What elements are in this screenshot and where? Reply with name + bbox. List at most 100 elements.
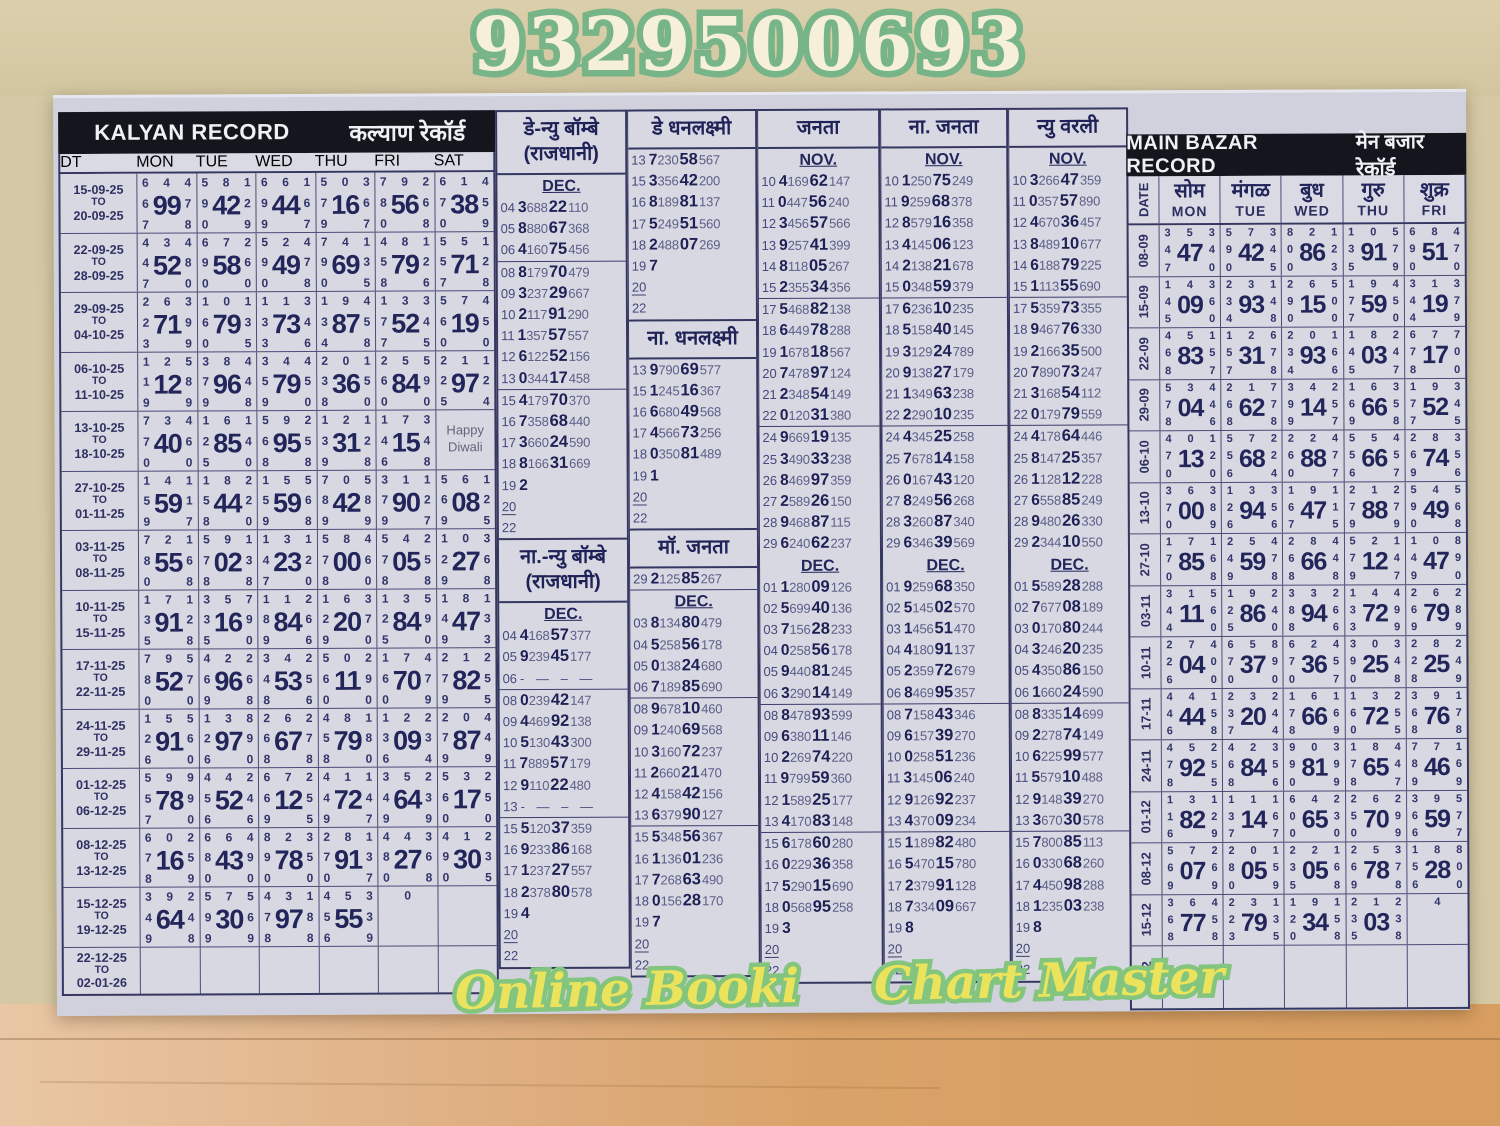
- open-panel: 678: [911, 450, 933, 466]
- result-cell-middle: 5 64: [391, 770, 424, 824]
- center-digit: 9: [342, 293, 350, 308]
- jodi-value: 27: [933, 362, 952, 382]
- result-date: 05: [763, 664, 779, 680]
- panel-digit: 4: [1392, 346, 1400, 359]
- panel-digit: 9: [1209, 519, 1217, 532]
- result-cell-middle: 3 52: [389, 294, 422, 348]
- panel-digit: 0: [482, 334, 490, 349]
- panel-digit: 7: [1395, 861, 1402, 874]
- jodi-value: 86: [1299, 238, 1326, 267]
- panel-result-row: 20 913827179: [882, 362, 1007, 384]
- panel-digit: 9: [441, 572, 448, 587]
- panel-digit: 6: [1211, 862, 1218, 875]
- open-panel: 225: [1040, 748, 1063, 765]
- result-date: 17: [761, 302, 777, 318]
- kalyan-week-row: 22-12-25 TO 02-01-26: [63, 944, 497, 994]
- lead-digit: 0: [1032, 855, 1042, 873]
- panel-digit: 7: [1411, 741, 1418, 754]
- panel-digit: 9: [1394, 809, 1402, 822]
- panel-digit: 7: [262, 573, 270, 588]
- panel-digit: 1: [1331, 329, 1338, 342]
- panel-digit: 1: [1227, 587, 1234, 600]
- panel-result-row: 13 637990127: [631, 804, 759, 828]
- main-bazar-day-cell: 2 6 8 8 66 4 4 8: [1282, 533, 1344, 585]
- jodi-value: 87: [811, 512, 830, 532]
- close-panel: 566: [829, 216, 851, 232]
- close-panel: 256: [699, 425, 722, 441]
- result-date: 17: [631, 216, 647, 232]
- jodi-value: 45: [550, 647, 570, 666]
- panel-result-row: 21 134963238: [882, 383, 1007, 405]
- open-panel: 380: [789, 728, 812, 744]
- panel-digit: 0: [247, 871, 254, 886]
- jodi-value: 21: [932, 255, 952, 275]
- panel-result-row: 14 618879225: [1010, 254, 1127, 276]
- panel-digit: 3: [1271, 484, 1278, 497]
- lead-digit: 4: [521, 904, 530, 922]
- close-panel: 138: [570, 713, 592, 729]
- jodi-value: 03: [1063, 896, 1083, 915]
- week-date-text: 10-11: [1137, 646, 1154, 679]
- result-date: 05: [1014, 663, 1030, 679]
- result-date: 15: [501, 392, 516, 408]
- lead-digit: 5: [781, 877, 791, 895]
- result-cell-middle: 7 30: [213, 889, 246, 944]
- panel-digit: 8: [1394, 672, 1401, 685]
- panel-digit: 5: [1349, 449, 1356, 462]
- panel-digit: 4: [1272, 707, 1279, 720]
- panel-digit: 8: [321, 394, 329, 409]
- main-bazar-day-cell: 5 7 8 3 04 4 4 6: [1159, 379, 1221, 431]
- panel-result-row: 25 349033238: [760, 448, 880, 470]
- jodi-value: 07: [1179, 857, 1206, 886]
- panel-digit: 0: [380, 394, 388, 409]
- panel-digit: 7: [203, 553, 210, 568]
- panel-digit: 8: [424, 572, 431, 587]
- jodi-value: 95: [272, 428, 301, 459]
- panel-digit: 3: [1331, 260, 1338, 274]
- result-cell: 3 7 0 6 00 3 8 9: [1161, 482, 1221, 533]
- close-panel: 346: [954, 706, 976, 723]
- lead-digit: 7: [1032, 833, 1042, 851]
- open-panel: 490: [788, 451, 810, 467]
- jodi-value: 31: [549, 454, 569, 473]
- panel-digit: 2: [484, 650, 491, 665]
- open-panel: 235: [1041, 898, 1063, 914]
- center-digit: 2: [1250, 741, 1257, 754]
- result-cell: 0: [378, 886, 437, 945]
- market-panel: ना. जनता NOV. 10 125075249 11 925968378 12 8579…: [881, 109, 1010, 981]
- jodi-value: 80: [1062, 618, 1081, 637]
- panel-digit: 7: [1393, 466, 1400, 479]
- panel-digit: 3: [483, 531, 491, 546]
- lead-digit: 3: [1031, 641, 1041, 659]
- lead-digit: 2: [902, 406, 912, 424]
- open-panel: 468: [788, 515, 811, 531]
- result-date: 13: [764, 813, 779, 829]
- panel-digit: 5: [187, 850, 195, 865]
- panel-result-row: 17 456673256: [629, 422, 756, 444]
- panel-result-row: 15 417970370: [498, 389, 626, 411]
- panel-digit: 3: [382, 769, 390, 784]
- panel-digit: 3: [1289, 861, 1296, 874]
- lead-digit: 8: [650, 614, 660, 632]
- result-date: 15: [887, 835, 902, 851]
- jodi-value: 95: [812, 897, 832, 916]
- result-cell-middle: 8 65: [1358, 741, 1392, 788]
- panel-digit: 2: [1211, 810, 1218, 823]
- jodi-value: 57: [550, 626, 569, 645]
- lead-digit: 6: [904, 727, 913, 745]
- kalyan-day-cell: 1 3 5 7 91 1 2 8: [138, 589, 198, 649]
- kalyan-day-cell: 4 9 0 1 30 2 3 5: [436, 826, 497, 886]
- panel-digit: 4: [184, 175, 192, 190]
- panel-digit: 6: [322, 671, 330, 686]
- day-name-hindi: बुध: [1300, 179, 1324, 202]
- panel-digit: 6: [1166, 673, 1173, 686]
- result-cell: 1 5 7 2 31 6 7 8: [1221, 328, 1281, 379]
- panel-result-row: 22 012031380: [759, 404, 880, 428]
- close-panel: 567: [829, 344, 851, 360]
